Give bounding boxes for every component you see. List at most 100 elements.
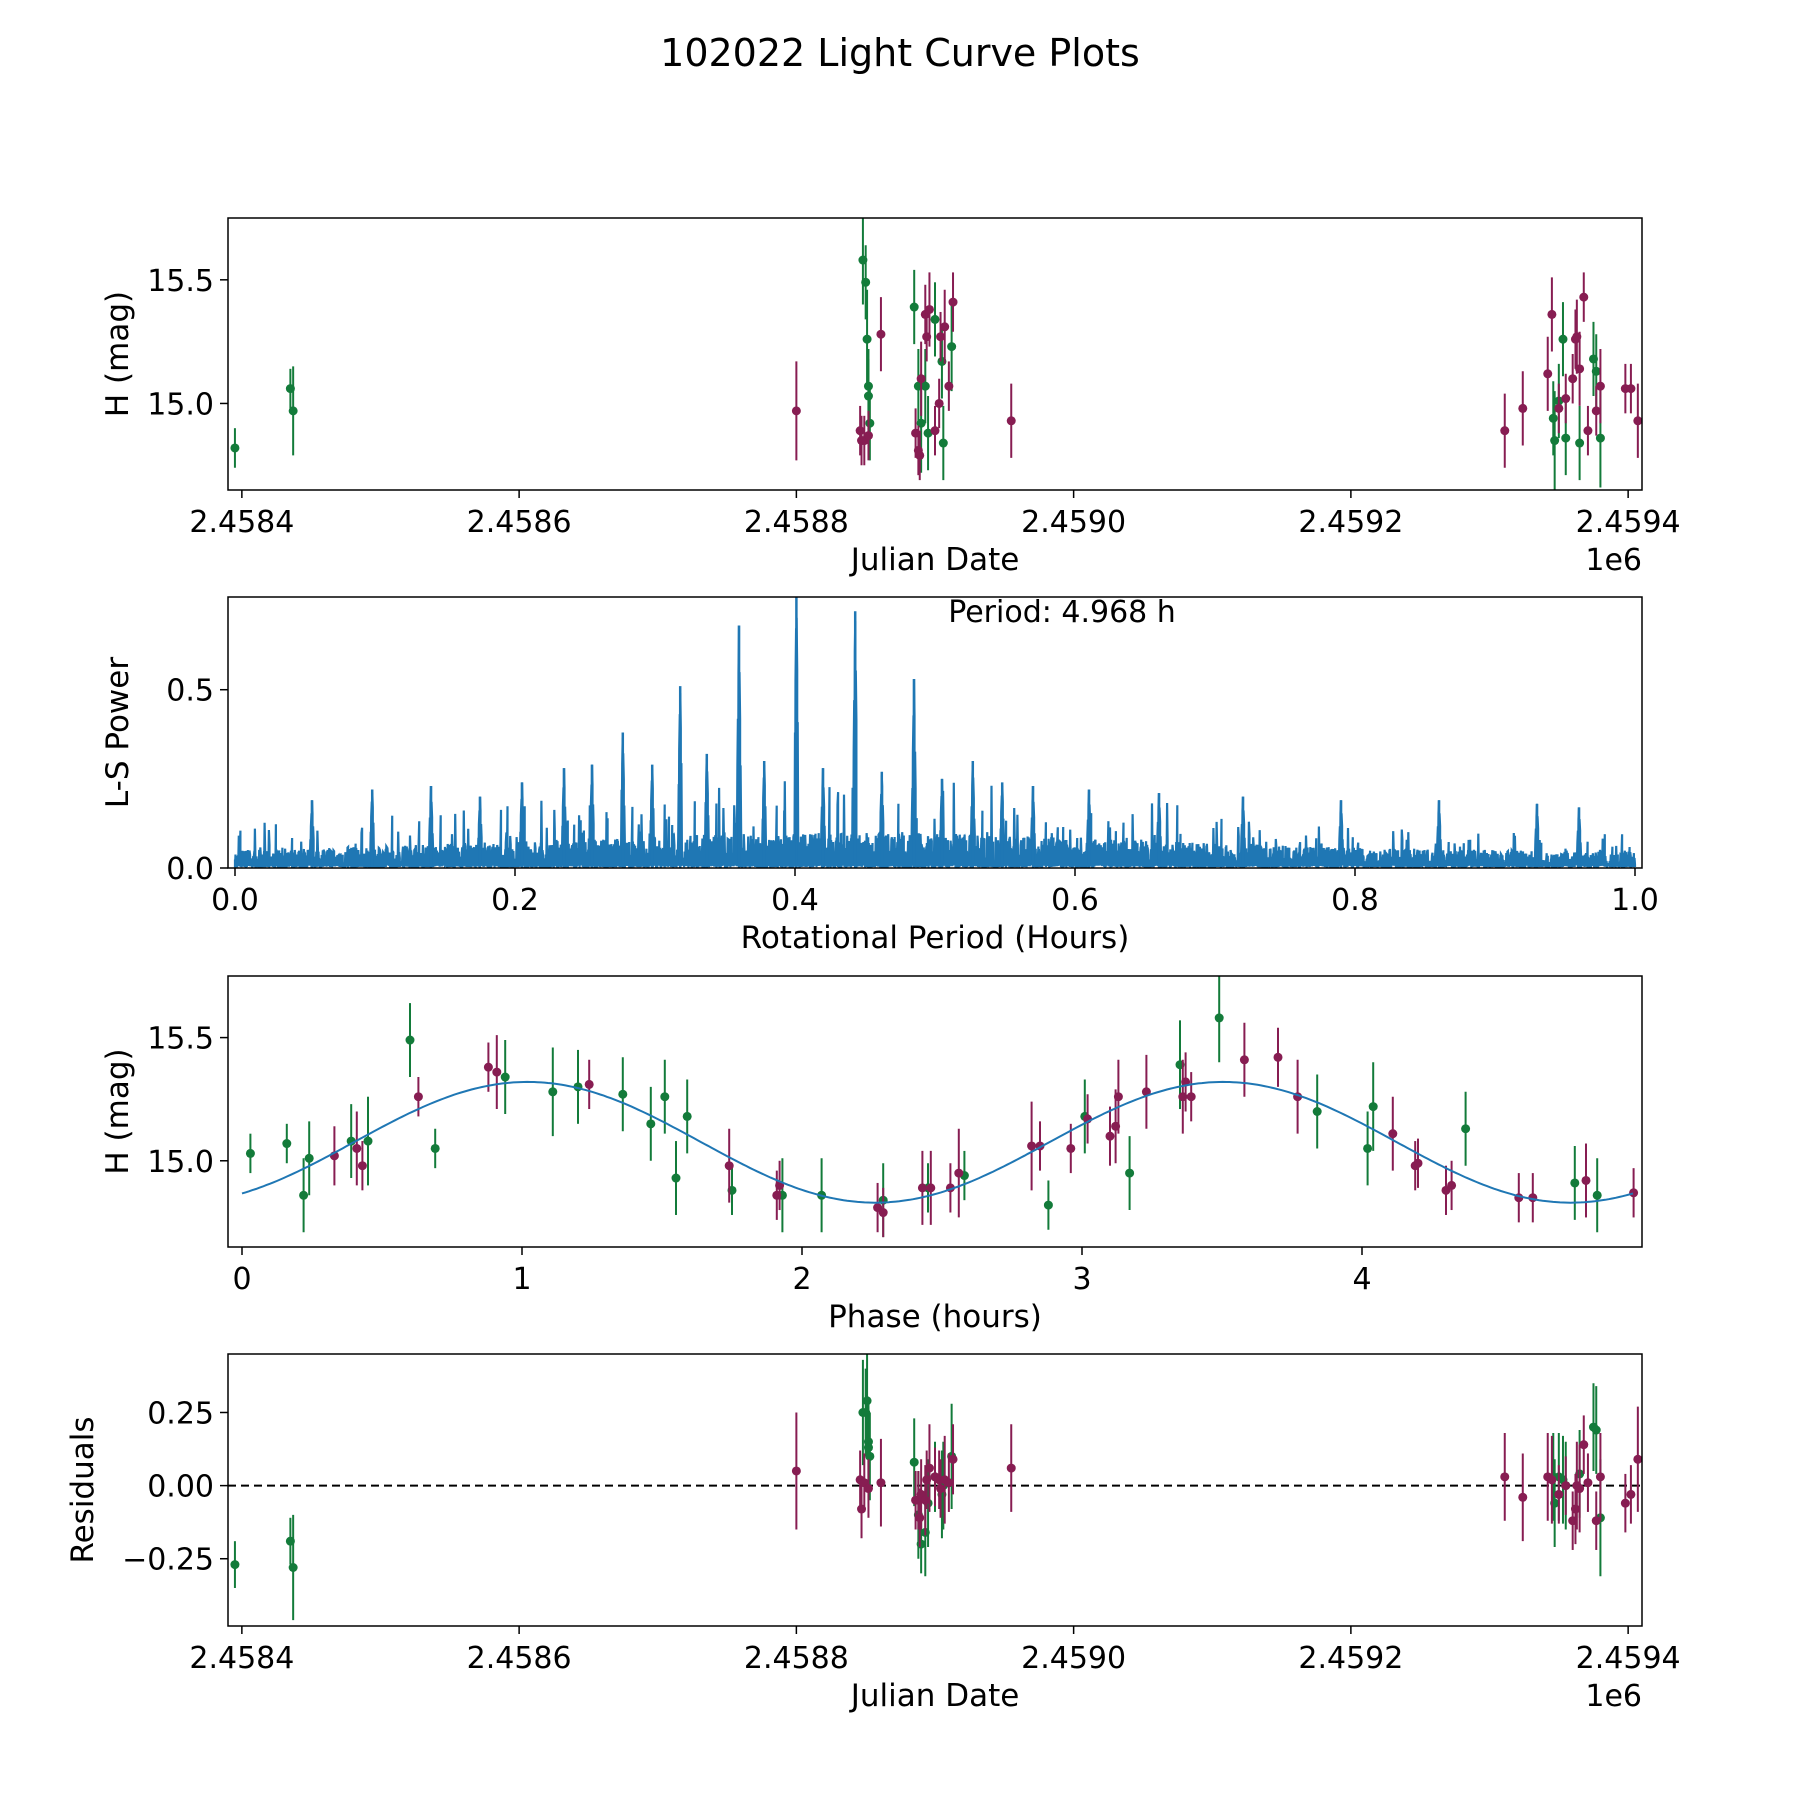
data-point: [1006, 1463, 1016, 1473]
y-tick-label: 15.5: [147, 264, 214, 299]
data-point: [682, 1111, 692, 1121]
axes-frame: [227, 1353, 1643, 1627]
data-point: [909, 302, 919, 312]
data-point: [916, 374, 926, 384]
data-point: [1568, 374, 1578, 384]
x-axis-label: Julian Date: [849, 542, 1020, 578]
data-point: [500, 1072, 510, 1082]
x-tick-label: 2.4584: [189, 1641, 294, 1676]
data-point: [1518, 403, 1528, 413]
data-point: [1066, 1143, 1076, 1153]
data-point: [357, 1161, 367, 1171]
x-tick-label: 2.4584: [189, 505, 294, 540]
data-point: [1583, 426, 1593, 436]
data-point: [862, 1396, 872, 1406]
x-tick-label: 2.4590: [1021, 505, 1126, 540]
data-point: [724, 1161, 734, 1171]
data-point: [1561, 1481, 1571, 1491]
x-tick-label: 2.4594: [1576, 505, 1681, 540]
plot-area: [241, 976, 1639, 1238]
data-point: [646, 1119, 656, 1129]
data-point: [1591, 1425, 1601, 1435]
data-point: [483, 1062, 493, 1072]
data-point: [916, 418, 926, 428]
data-point: [1547, 309, 1557, 319]
x-axis-label: Julian Date: [849, 1678, 1020, 1714]
data-point: [548, 1087, 558, 1097]
data-point: [1113, 1092, 1123, 1102]
data-point: [1581, 1175, 1591, 1185]
y-tick-label: 15.0: [147, 387, 214, 422]
data-point: [948, 1454, 958, 1464]
data-point: [791, 406, 801, 416]
data-point: [1575, 364, 1585, 374]
x-offset-label: 1e6: [1585, 1679, 1642, 1714]
data-point: [1006, 416, 1016, 426]
data-point: [671, 1173, 681, 1183]
period-annotation: Period: 4.968 h: [948, 595, 1176, 630]
y-axis-label: H (mag): [100, 291, 136, 417]
data-point: [1186, 1092, 1196, 1102]
y-tick-label: 0.5: [166, 674, 214, 709]
data-point: [878, 1208, 888, 1218]
data-point: [917, 1183, 927, 1193]
data-point: [1368, 1102, 1378, 1112]
y-tick-label: 0.0: [166, 852, 214, 887]
data-point: [923, 428, 933, 438]
x-tick-label: 3: [1072, 1262, 1091, 1297]
data-point: [1561, 394, 1571, 404]
data-point: [920, 381, 930, 391]
data-point: [940, 322, 950, 332]
data-point: [1388, 1129, 1398, 1139]
y-axis-label: H (mag): [100, 1048, 136, 1174]
data-point: [1547, 1475, 1557, 1485]
x-tick-label: 2.4590: [1021, 1641, 1126, 1676]
data-point: [1620, 1498, 1630, 1508]
data-point: [1595, 381, 1605, 391]
data-point: [791, 1466, 801, 1476]
data-point: [299, 1190, 309, 1200]
x-tick-label: 2.4592: [1298, 1641, 1403, 1676]
data-point: [1312, 1107, 1322, 1116]
data-point: [1591, 1516, 1601, 1526]
data-point: [1543, 369, 1553, 379]
data-point: [1591, 366, 1601, 376]
data-point: [1561, 433, 1571, 443]
data-point: [1518, 1492, 1528, 1502]
data-point: [924, 1463, 934, 1473]
data-point: [1273, 1052, 1283, 1062]
x-axis-label: Phase (hours): [828, 1299, 1042, 1335]
data-point: [1461, 1124, 1471, 1134]
data-point: [282, 1139, 292, 1149]
data-point: [924, 304, 934, 314]
power-spectrum-line: [233, 617, 1637, 868]
data-point: [876, 1478, 886, 1488]
x-tick-label: 2.4592: [1298, 505, 1403, 540]
data-point: [947, 342, 957, 352]
data-point: [1633, 416, 1642, 426]
data-point: [930, 426, 940, 436]
x-tick-label: 2.4588: [744, 1641, 849, 1676]
x-offset-label: 1e6: [1585, 543, 1642, 578]
data-point: [863, 391, 873, 401]
data-point: [920, 1495, 930, 1505]
data-point: [1548, 413, 1558, 423]
data-point: [1629, 1188, 1639, 1198]
x-tick-label: 1.0: [1611, 883, 1659, 918]
data-point: [1214, 1013, 1224, 1023]
data-point: [304, 1153, 314, 1163]
data-point: [230, 1560, 240, 1570]
plot-area: [230, 218, 1642, 490]
x-tick-label: 2.4586: [467, 505, 572, 540]
y-tick-label: 15.0: [147, 1145, 214, 1180]
data-point: [948, 297, 958, 307]
y-tick-label: 0.00: [147, 1470, 214, 1505]
data-point: [865, 418, 875, 428]
data-point: [1558, 334, 1568, 344]
x-tick-label: 0.6: [1051, 883, 1099, 918]
data-point: [1626, 384, 1636, 394]
x-tick-label: 1: [512, 1262, 531, 1297]
data-point: [352, 1143, 362, 1153]
data-point: [944, 381, 954, 391]
data-point: [660, 1092, 670, 1102]
